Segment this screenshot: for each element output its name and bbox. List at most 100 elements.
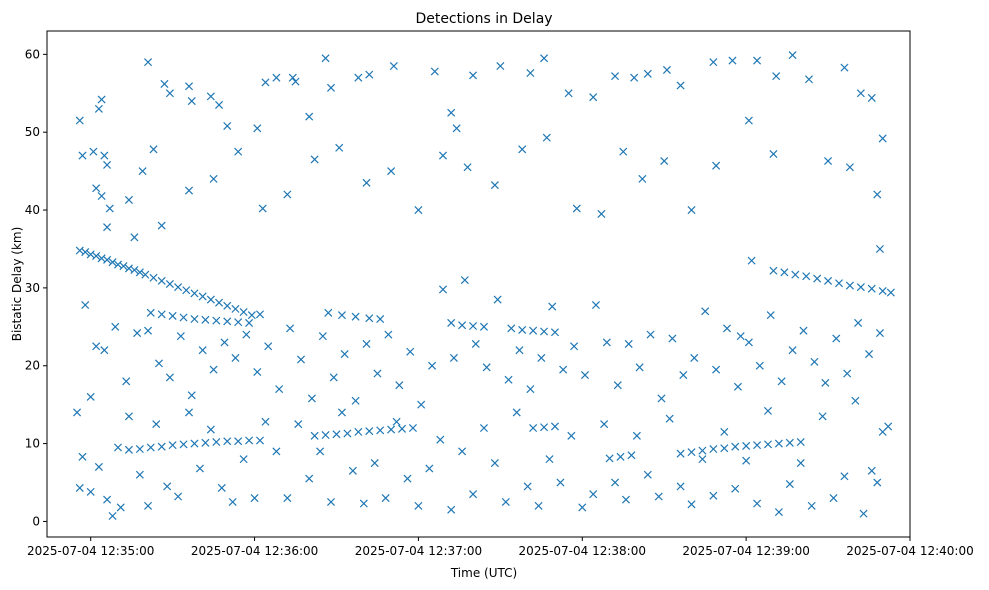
data-point bbox=[469, 322, 478, 331]
data-point bbox=[195, 464, 204, 473]
data-point bbox=[100, 346, 109, 355]
data-point bbox=[438, 285, 448, 294]
data-point bbox=[507, 324, 516, 333]
data-point bbox=[611, 72, 620, 81]
data-point bbox=[600, 420, 609, 429]
data-point bbox=[845, 163, 854, 172]
data-point bbox=[335, 143, 344, 152]
data-point bbox=[124, 264, 133, 273]
data-point bbox=[799, 326, 808, 335]
data-point bbox=[354, 427, 363, 436]
data-point bbox=[217, 483, 226, 492]
y-tick-label: 10 bbox=[25, 437, 40, 451]
data-point bbox=[843, 369, 852, 378]
data-point bbox=[97, 192, 106, 201]
data-point bbox=[157, 310, 166, 319]
data-point bbox=[73, 408, 82, 417]
data-point bbox=[796, 459, 805, 468]
data-point bbox=[438, 151, 448, 160]
data-point bbox=[89, 147, 98, 156]
data-point bbox=[92, 184, 101, 193]
data-point bbox=[201, 315, 210, 324]
x-tick-label: 2025-07-04 12:35:00 bbox=[27, 544, 154, 558]
data-point bbox=[523, 482, 532, 491]
data-point bbox=[447, 318, 456, 327]
data-point bbox=[807, 501, 816, 510]
data-point bbox=[425, 464, 434, 473]
data-point bbox=[613, 381, 622, 390]
data-point bbox=[701, 307, 710, 316]
data-point bbox=[354, 73, 363, 82]
data-point bbox=[275, 385, 284, 394]
data-point bbox=[245, 318, 254, 327]
data-point bbox=[638, 174, 647, 183]
data-point bbox=[160, 79, 169, 88]
data-point bbox=[408, 423, 417, 433]
data-point bbox=[414, 501, 423, 510]
data-point bbox=[245, 436, 254, 445]
data-point bbox=[668, 334, 677, 343]
data-point bbox=[392, 417, 401, 426]
data-point bbox=[272, 447, 281, 456]
data-point bbox=[804, 75, 813, 84]
data-point bbox=[398, 424, 407, 433]
data-point bbox=[731, 484, 740, 493]
data-point bbox=[722, 324, 732, 333]
data-point bbox=[501, 497, 510, 506]
data-point bbox=[802, 272, 811, 281]
data-point bbox=[460, 276, 469, 285]
data-point bbox=[130, 265, 139, 275]
data-point bbox=[343, 429, 352, 438]
data-point bbox=[78, 452, 87, 461]
data-point bbox=[362, 178, 371, 187]
data-point bbox=[867, 466, 876, 475]
data-point bbox=[283, 494, 292, 503]
data-point bbox=[220, 338, 229, 347]
data-point bbox=[108, 258, 117, 267]
data-point bbox=[687, 206, 696, 215]
data-point bbox=[168, 441, 177, 450]
data-point bbox=[332, 430, 341, 439]
data-point bbox=[182, 286, 191, 295]
data-point bbox=[785, 480, 794, 489]
data-point bbox=[851, 396, 860, 405]
data-point bbox=[840, 63, 849, 72]
data-point bbox=[753, 56, 762, 65]
data-point bbox=[376, 315, 385, 324]
data-point bbox=[818, 412, 827, 421]
data-point bbox=[176, 332, 185, 341]
data-point bbox=[564, 89, 573, 98]
data-point bbox=[886, 288, 895, 297]
data-point bbox=[124, 412, 133, 421]
data-point bbox=[321, 54, 330, 63]
data-point bbox=[231, 353, 240, 362]
data-point bbox=[179, 440, 188, 449]
data-point bbox=[209, 365, 218, 374]
data-point bbox=[105, 204, 114, 213]
data-point bbox=[141, 270, 150, 279]
data-point bbox=[436, 435, 445, 444]
data-point bbox=[878, 427, 887, 436]
data-point bbox=[75, 483, 84, 492]
data-point bbox=[785, 438, 794, 447]
data-point bbox=[103, 223, 112, 232]
data-point bbox=[327, 83, 336, 92]
data-point bbox=[875, 244, 884, 253]
data-point bbox=[187, 97, 196, 106]
data-point bbox=[747, 256, 756, 265]
data-point bbox=[840, 472, 849, 481]
data-point bbox=[228, 497, 237, 506]
data-point bbox=[92, 251, 101, 260]
data-point bbox=[215, 100, 224, 109]
data-point bbox=[635, 363, 644, 372]
data-point bbox=[643, 69, 652, 78]
data-point bbox=[834, 279, 844, 288]
data-point bbox=[832, 334, 841, 343]
data-point bbox=[209, 174, 218, 183]
data-point bbox=[665, 414, 674, 423]
data-point bbox=[316, 447, 325, 456]
data-point bbox=[788, 346, 797, 355]
data-point bbox=[94, 462, 103, 471]
data-point bbox=[526, 69, 535, 78]
data-point bbox=[351, 396, 360, 405]
